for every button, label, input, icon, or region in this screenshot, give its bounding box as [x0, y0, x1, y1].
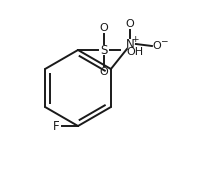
Text: OH: OH: [126, 47, 143, 57]
Text: S: S: [100, 44, 108, 56]
Text: O: O: [152, 41, 161, 51]
Text: −: −: [160, 36, 168, 46]
Text: O: O: [100, 23, 108, 33]
Text: +: +: [131, 35, 139, 45]
Text: F: F: [52, 120, 59, 132]
Text: O: O: [100, 67, 108, 77]
Text: N: N: [126, 37, 134, 51]
Text: O: O: [126, 19, 134, 29]
